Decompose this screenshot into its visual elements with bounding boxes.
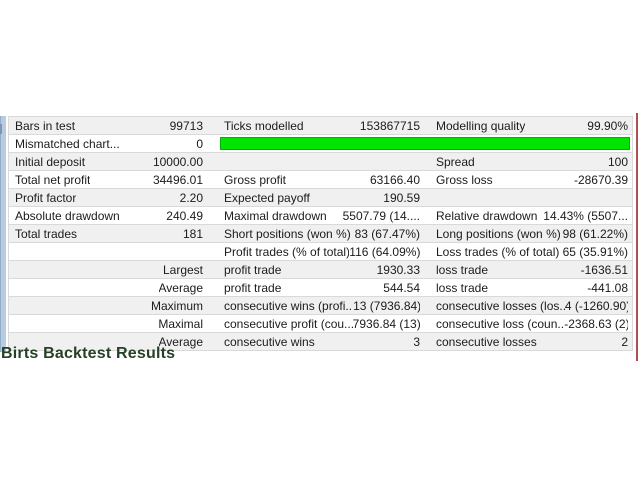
row-value: Average bbox=[158, 280, 203, 295]
row-label: Initial deposit bbox=[15, 154, 86, 169]
table-row-profit-trades[interactable]: Profit trades (% of total) 116 (64.09%) L… bbox=[9, 243, 632, 261]
row-value: 10000.00 bbox=[152, 154, 203, 169]
table-row-maximal-consecutive[interactable]: Maximal consecutive profit (cou... 7936.8… bbox=[9, 315, 632, 333]
row-label: Total net profit bbox=[15, 172, 91, 187]
row-value: 100 bbox=[607, 154, 628, 169]
row-label: Ticks modelled bbox=[224, 118, 304, 133]
row-label: Relative drawdown bbox=[436, 208, 538, 223]
table-row-profit-factor[interactable]: Profit factor 2.20 Expected payoff 190.59 bbox=[9, 189, 632, 207]
row-value: 7936.84 (13) bbox=[352, 316, 420, 331]
row-value: -28670.39 bbox=[573, 172, 628, 187]
row-value: -1636.51 bbox=[580, 262, 628, 277]
row-label: profit trade bbox=[224, 280, 282, 295]
row-value: 181 bbox=[182, 226, 203, 241]
row-label: Maximal drawdown bbox=[224, 208, 327, 223]
row-value: 14.43% (5507... bbox=[543, 208, 628, 223]
table-row-initial-deposit[interactable]: Initial deposit 10000.00 Spread 100 bbox=[9, 153, 632, 171]
row-value: 99713 bbox=[169, 118, 203, 133]
row-label: Long positions (won %) bbox=[436, 226, 561, 241]
row-label: consecutive profit (cou... bbox=[224, 316, 353, 331]
row-label: Total trades bbox=[15, 226, 78, 241]
row-value: -2368.63 (2) bbox=[564, 316, 628, 331]
row-label: Spread bbox=[436, 154, 475, 169]
table-row-total-trades[interactable]: Total trades 181 Short positions (won %) 8… bbox=[9, 225, 632, 243]
row-value: 34496.01 bbox=[152, 172, 203, 187]
row-value: 98 (61.22%) bbox=[562, 226, 628, 241]
row-label: Gross profit bbox=[224, 172, 287, 187]
row-value: 13 (7936.84) bbox=[353, 298, 420, 313]
row-label: Profit trades (% of total) bbox=[224, 244, 350, 259]
row-value: 1930.33 bbox=[376, 262, 420, 277]
row-label: Absolute drawdown bbox=[15, 208, 120, 223]
row-label: Expected payoff bbox=[224, 190, 310, 205]
row-value: 65 (35.91%) bbox=[562, 244, 628, 259]
row-label: profit trade bbox=[224, 262, 282, 277]
row-value: -441.08 bbox=[587, 280, 628, 295]
row-label: Profit factor bbox=[15, 190, 77, 205]
table-row-average-trade[interactable]: Average profit trade 544.54 loss trade -44… bbox=[9, 279, 632, 297]
table-row-mismatched-charts[interactable]: Mismatched chart... 0 bbox=[9, 135, 632, 153]
row-value: Maximum bbox=[150, 298, 203, 313]
row-label: consecutive losses (los... bbox=[436, 298, 565, 313]
row-value: Maximal bbox=[158, 316, 203, 331]
row-value: 3 bbox=[413, 334, 420, 349]
row-value: 153867715 bbox=[359, 118, 420, 133]
row-value: 5507.79 (14.... bbox=[342, 208, 420, 223]
row-value: Largest bbox=[162, 262, 203, 277]
row-label: consecutive loss (coun... bbox=[436, 316, 565, 331]
row-label: Short positions (won %) bbox=[224, 226, 351, 241]
row-label: Modelling quality bbox=[436, 118, 526, 133]
row-label: Gross loss bbox=[436, 172, 493, 187]
row-value: 190.59 bbox=[383, 190, 420, 205]
row-value: 0 bbox=[196, 136, 203, 151]
row-value: Average bbox=[158, 334, 203, 349]
chart-edge-line bbox=[636, 113, 638, 361]
row-value: 2.20 bbox=[179, 190, 203, 205]
row-label: Loss trades (% of total) bbox=[436, 244, 560, 259]
table-row-average-consecutive[interactable]: Average consecutive wins 3 consecutive lo… bbox=[9, 333, 632, 351]
row-value: 240.49 bbox=[166, 208, 203, 223]
row-value: 116 (64.09%) bbox=[349, 244, 420, 259]
row-value: 99.90% bbox=[587, 118, 628, 133]
row-value: 4 (-1260.90) bbox=[564, 298, 628, 313]
row-label: consecutive losses bbox=[436, 334, 537, 349]
row-label: consecutive wins (profi... bbox=[224, 298, 354, 313]
table-row-largest-trade[interactable]: Largest profit trade 1930.33 loss trade -1… bbox=[9, 261, 632, 279]
watermark-title: Birts Backtest Results bbox=[1, 345, 176, 362]
table-row-total-net-profit[interactable]: Total net profit 34496.01 Gross profit 631… bbox=[9, 171, 632, 189]
row-label: loss trade bbox=[436, 262, 489, 277]
table-row-absolute-drawdown[interactable]: Absolute drawdown 240.49 Maximal drawdown… bbox=[9, 207, 632, 225]
row-label: Bars in test bbox=[15, 118, 76, 133]
row-label: loss trade bbox=[436, 280, 489, 295]
row-label: consecutive wins bbox=[224, 334, 315, 349]
row-label: Mismatched chart... bbox=[15, 136, 120, 151]
row-value: 63166.40 bbox=[369, 172, 420, 187]
row-value: 544.54 bbox=[383, 280, 420, 295]
panel-edge-tick bbox=[0, 124, 2, 134]
table-row-maximum-consecutive[interactable]: Maximum consecutive wins (profi... 13 (79… bbox=[9, 297, 632, 315]
panel-edge-strip bbox=[0, 116, 6, 352]
modelling-quality-bar bbox=[220, 137, 630, 150]
backtest-report-table: Bars in test 99713 Ticks modelled 15386771… bbox=[8, 116, 633, 351]
table-row-bars-in-test[interactable]: Bars in test 99713 Ticks modelled 15386771… bbox=[9, 117, 632, 135]
row-value: 83 (67.47%) bbox=[354, 226, 420, 241]
row-value: 2 bbox=[621, 334, 628, 349]
